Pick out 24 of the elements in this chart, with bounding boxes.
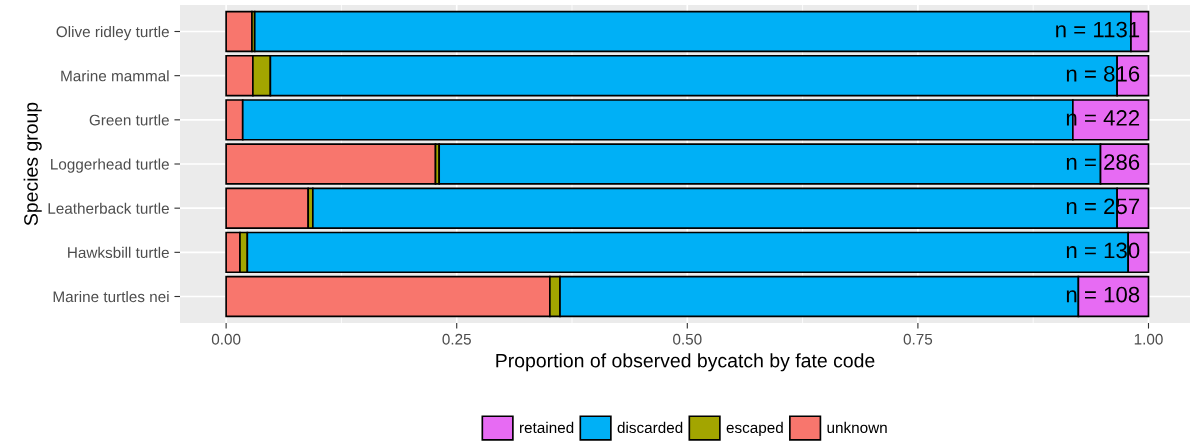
y-tick-label: Olive ridley turtle [56, 25, 169, 41]
bar [225, 143, 437, 185]
y-tick-label: Loggerhead turtle [51, 158, 169, 173]
x-axis-title: Proportion of observed bycatch by fate code [496, 353, 875, 372]
y-tick-label: Marine mammal [61, 70, 169, 82]
annotation: n = 286 [1066, 154, 1140, 170]
legend-label: retained [520, 421, 574, 434]
y-axis-title: Species group [23, 102, 42, 226]
y-tick-label: Green turtle [89, 114, 169, 126]
annotation: n = 108 [1066, 286, 1140, 303]
legend-label: discarded [617, 421, 683, 434]
legend-label: unknown [827, 421, 887, 434]
x-tick-label: 0.50 [673, 333, 702, 345]
annotation: n = 422 [1066, 110, 1140, 126]
y-tick-label: Leatherback turtle [48, 202, 169, 214]
x-tick-label: 1.00 [1134, 333, 1163, 345]
bar [225, 187, 310, 229]
legend-label: escaped [726, 421, 783, 437]
x-tick-label: 0.25 [442, 333, 471, 345]
bar [225, 10, 253, 53]
y-tick-label: Marine turtles nei [53, 290, 169, 303]
y-tick-label: Hawksbill turtle [68, 246, 169, 259]
x-tick-label: 0.75 [903, 333, 933, 345]
x-tick-label: 0.00 [211, 333, 241, 345]
